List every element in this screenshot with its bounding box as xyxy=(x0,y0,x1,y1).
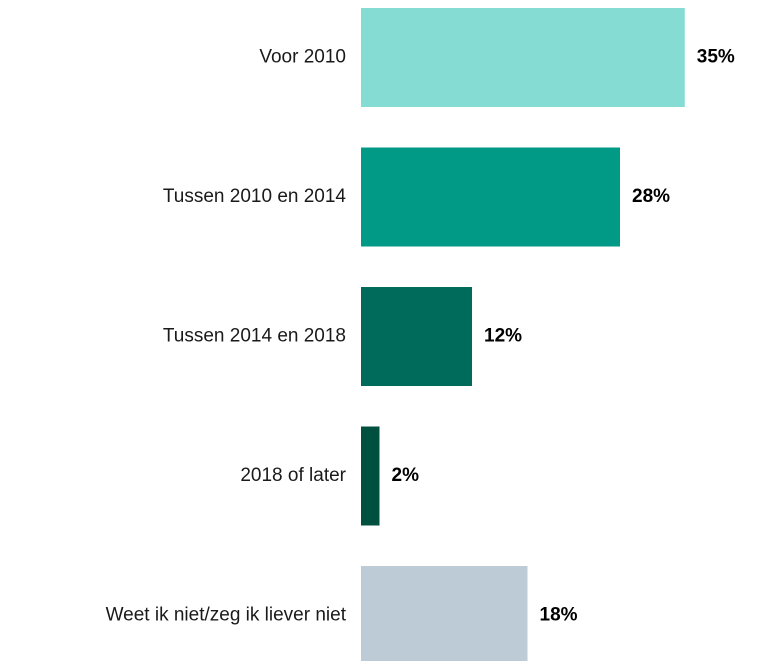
bar xyxy=(361,287,472,386)
value-label: 18% xyxy=(540,605,578,626)
category-label: Tussen 2014 en 2018 xyxy=(163,326,346,347)
category-label: Tussen 2010 en 2014 xyxy=(163,186,347,207)
bar xyxy=(361,147,620,247)
value-label: 35% xyxy=(697,47,735,68)
value-label: 2% xyxy=(392,465,420,486)
bar xyxy=(361,566,528,661)
category-label: 2018 of later xyxy=(240,465,346,486)
category-label: Voor 2010 xyxy=(259,47,346,68)
value-label: 28% xyxy=(632,186,670,207)
bar xyxy=(361,8,685,107)
bar xyxy=(361,426,380,526)
value-label: 12% xyxy=(484,326,522,347)
category-label: Weet ik niet/zeg ik liever niet xyxy=(106,605,347,626)
